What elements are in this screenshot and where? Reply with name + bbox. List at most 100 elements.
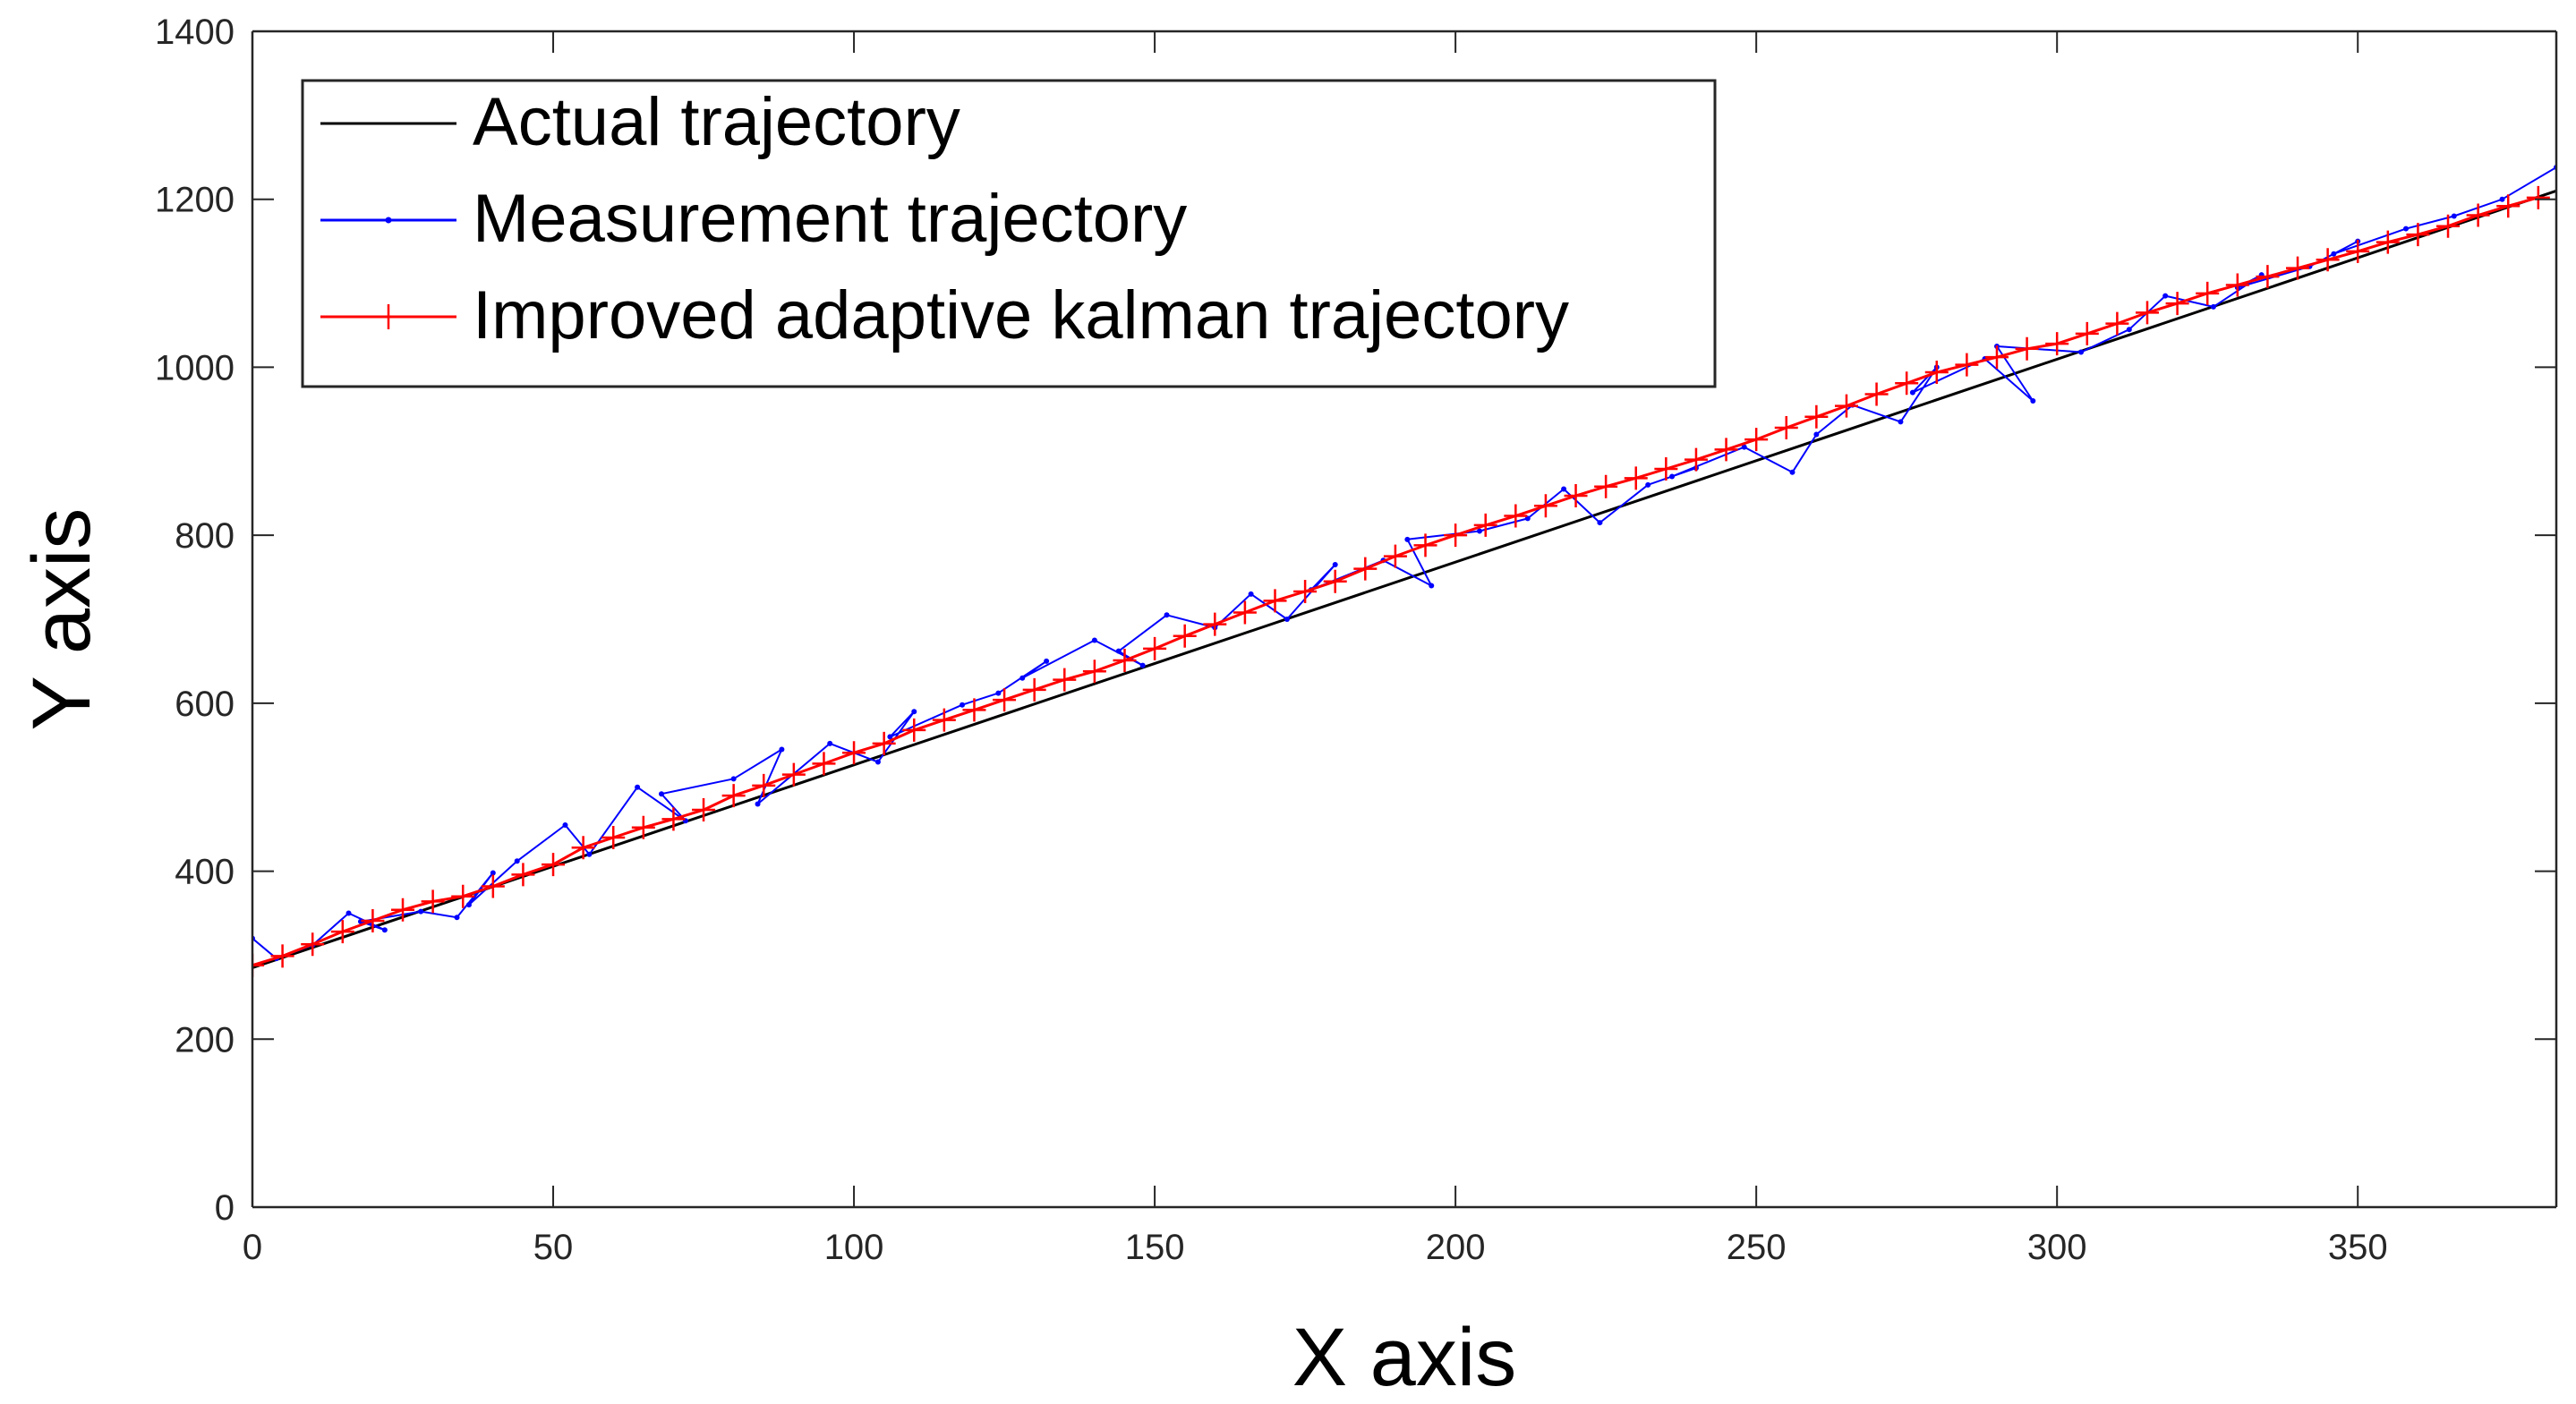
kalman-point (1533, 494, 1557, 518)
x-tick-label: 100 (824, 1228, 884, 1267)
y-axis-title: Y axis (16, 508, 107, 731)
kalman-point (1263, 589, 1287, 613)
measurement-point (730, 776, 737, 782)
measurement-point (1645, 481, 1651, 488)
x-axis-title: X axis (1292, 1312, 1517, 1403)
measurement-point (1164, 612, 1170, 618)
x-tick-label: 150 (1125, 1228, 1185, 1267)
kalman-point (902, 718, 926, 742)
measurement-point (635, 784, 641, 790)
y-tick-label: 0 (215, 1188, 235, 1228)
measurement-point (1789, 469, 1796, 475)
x-tick-label: 0 (243, 1228, 262, 1267)
measurement-point (465, 902, 472, 908)
kalman-point (571, 836, 595, 860)
kalman-point (481, 874, 505, 898)
axes-layer: 0 50 100 150 200 250 300 350 0 200 400 600 800 1000 12… (155, 13, 2558, 1267)
legend: Actual trajectory Measurement trajectory I… (301, 79, 1717, 388)
measurement-point (381, 927, 388, 933)
data-layer (252, 165, 2556, 977)
measurement-point (345, 910, 352, 916)
kalman-point (2075, 321, 2099, 345)
measurement-point (2078, 349, 2085, 355)
kalman-point (511, 863, 535, 887)
legend-label: Measurement trajectory (473, 181, 1187, 257)
legend-marker-plus (376, 304, 401, 329)
kalman-point (1834, 394, 1858, 418)
legend-label: Actual trajectory (473, 84, 960, 160)
kalman-point (1323, 569, 1347, 593)
measurement-point (911, 709, 917, 715)
measurement-point (1597, 520, 1603, 526)
kalman-point (1864, 382, 1889, 406)
series-group (252, 165, 2556, 977)
measurement-point (2030, 397, 2036, 404)
kalman-point (1383, 544, 1407, 568)
measurement-point (2499, 196, 2505, 202)
measurement-point (418, 908, 424, 915)
kalman-point (993, 688, 1017, 712)
kalman-point (1654, 456, 1678, 481)
kalman-point (1113, 648, 1137, 672)
measurement-point (514, 858, 520, 864)
legend-box (301, 79, 1717, 388)
measurement-point (1898, 419, 1904, 425)
y-tick-label: 600 (175, 685, 235, 724)
kalman-point (1353, 557, 1378, 581)
kalman-point (2436, 214, 2461, 238)
kalman-point (631, 815, 655, 839)
series-actual-trajectory (252, 189, 2556, 969)
kalman-point (692, 798, 716, 822)
measurement-point (755, 801, 761, 807)
kalman-point (781, 762, 806, 787)
kalman-point (2526, 185, 2550, 209)
kalman-point (661, 807, 686, 831)
measurement-point (1909, 389, 1915, 396)
kalman-point (1173, 624, 1197, 648)
kalman-point (252, 953, 264, 977)
kalman-point (542, 853, 566, 877)
kalman-point (1233, 600, 1257, 625)
legend-entry: Improved adaptive kalman trajectory (320, 277, 1569, 353)
measurement-point (1248, 591, 1254, 597)
kalman-point (391, 898, 415, 922)
kalman-point (301, 932, 325, 957)
measurement-point (1741, 444, 1747, 450)
kalman-point (2376, 230, 2400, 254)
kalman-point (1053, 668, 1077, 692)
kalman-point (1473, 513, 1497, 537)
kalman-point (1504, 504, 1528, 528)
kalman-point (421, 889, 445, 914)
measurement-point (1139, 662, 1146, 668)
measurement-point (827, 740, 833, 746)
kalman-point (1594, 474, 1618, 498)
kalman-point (1203, 612, 1227, 636)
kalman-point (1082, 659, 1106, 684)
measurement-point (562, 821, 568, 828)
kalman-point (2105, 311, 2129, 336)
kalman-point (1984, 345, 2009, 370)
y-tick-label: 200 (175, 1020, 235, 1059)
measurement-point (1429, 583, 1435, 589)
measurement-point (659, 791, 665, 797)
kalman-point (2196, 281, 2220, 305)
measurement-point (2162, 293, 2169, 299)
y-tick-label: 400 (175, 853, 235, 892)
kalman-point (1804, 404, 1829, 429)
kalman-point (2316, 248, 2340, 272)
kalman-point (962, 698, 986, 722)
kalman-point (1744, 428, 1769, 452)
x-tick-label: 350 (2328, 1228, 2388, 1267)
kalman-point (330, 920, 354, 944)
kalman-point (872, 731, 896, 755)
kalman-point (2136, 301, 2159, 325)
kalman-point (1684, 447, 1708, 472)
legend-marker-dot (385, 217, 392, 224)
measurement-point (586, 851, 593, 857)
kalman-point (2466, 203, 2490, 227)
kalman-point (721, 784, 746, 808)
y-tick-label: 1200 (155, 181, 235, 220)
measurement-point (2331, 251, 2337, 257)
kalman-point (1293, 580, 1318, 604)
